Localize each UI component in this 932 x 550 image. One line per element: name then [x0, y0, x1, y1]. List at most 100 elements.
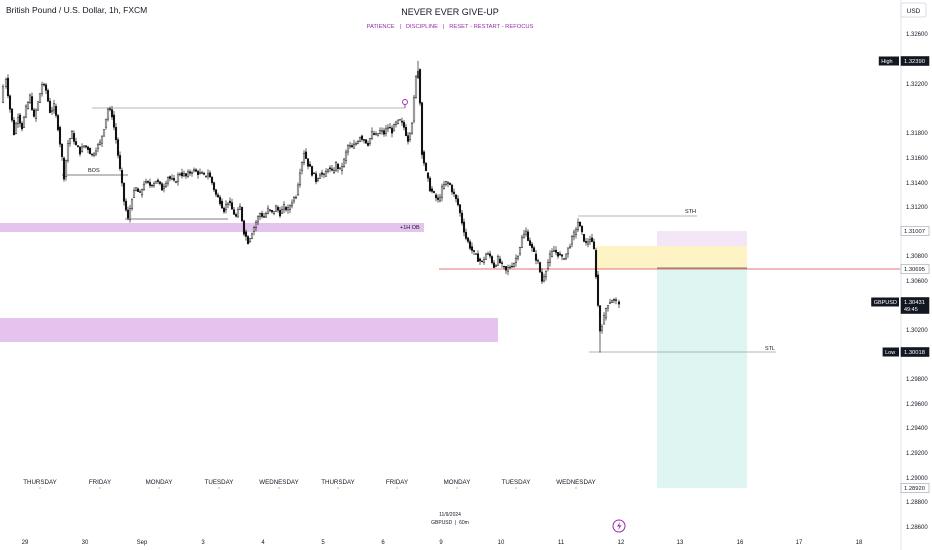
candle [386, 124, 390, 133]
candle [22, 115, 26, 128]
candle [554, 246, 558, 256]
candle [194, 168, 198, 172]
candle [134, 187, 138, 192]
candle [532, 245, 536, 253]
candle [358, 136, 362, 143]
candle [118, 151, 122, 172]
candle [442, 180, 446, 190]
candle [314, 171, 318, 185]
candle [92, 152, 96, 158]
candle [120, 167, 124, 187]
candle [198, 168, 202, 175]
candle [594, 247, 598, 280]
candle [286, 204, 290, 214]
candle [230, 198, 234, 210]
candle [6, 74, 10, 99]
x-date-label: 12 [618, 540, 625, 546]
candle [354, 141, 358, 146]
candle [36, 101, 40, 111]
candle [204, 175, 208, 178]
currency-label[interactable]: USD [907, 8, 921, 15]
candle [578, 221, 582, 227]
candle [178, 172, 182, 177]
candle [34, 108, 38, 122]
candle [440, 183, 444, 202]
candle [384, 125, 388, 137]
candle [330, 165, 334, 172]
candle [536, 258, 540, 265]
candle [206, 169, 210, 180]
candle [122, 182, 126, 206]
candle [110, 105, 114, 120]
candle [82, 145, 86, 149]
candle [404, 124, 408, 137]
price-tag: 1.30018 Low [882, 347, 930, 357]
candle [552, 245, 556, 252]
candle [494, 264, 498, 268]
candle [322, 172, 326, 179]
candle [80, 143, 84, 153]
candle [382, 127, 386, 137]
candle [524, 227, 528, 237]
candle [150, 184, 154, 188]
y-tick-label: 1.31800 [906, 131, 928, 137]
sth-label: STH [685, 209, 696, 215]
ob-label: +1H OB [400, 225, 420, 231]
candle [196, 169, 200, 179]
candle [336, 162, 340, 173]
candle [576, 218, 580, 232]
candle [158, 181, 162, 186]
candle [572, 229, 576, 241]
weekday-label: THURSDAY [321, 479, 355, 486]
candle [296, 182, 300, 196]
candle [560, 253, 564, 261]
zones-layer [0, 223, 747, 488]
candle [350, 143, 354, 148]
candle [114, 123, 118, 144]
candle [10, 108, 14, 123]
weekday-label: WEDNESDAY [259, 479, 298, 486]
candle [52, 99, 56, 114]
price-tag-label: High [881, 59, 892, 65]
candle [246, 235, 250, 245]
candle [248, 238, 252, 244]
candle [264, 211, 268, 218]
candle [452, 188, 456, 197]
candle [154, 180, 158, 184]
candle [444, 180, 448, 187]
x-date-label: 3 [201, 540, 205, 546]
candle [360, 134, 364, 142]
candle [596, 271, 600, 308]
candle [108, 106, 112, 112]
y-tick-label: 1.30200 [906, 328, 928, 334]
candle [244, 229, 248, 241]
candle [508, 264, 512, 269]
candle [172, 175, 176, 182]
y-tick-label: 1.28800 [906, 500, 928, 506]
candle [232, 207, 236, 215]
candle [236, 207, 240, 218]
currency-box[interactable] [900, 2, 927, 18]
candle [470, 242, 474, 254]
stl-label: STL [765, 346, 775, 352]
candle [392, 123, 396, 132]
candle [208, 170, 212, 178]
candle [190, 170, 194, 177]
candle [454, 194, 458, 203]
candle [254, 220, 258, 232]
candle [426, 172, 430, 182]
price-tag-value: 1.31007 [904, 229, 925, 235]
candle [438, 194, 442, 203]
candle [608, 298, 612, 304]
lightning-icon[interactable] [612, 519, 626, 533]
candle [346, 144, 350, 156]
candle [180, 168, 184, 179]
candle [588, 235, 592, 245]
candle [574, 226, 578, 239]
candle [340, 162, 344, 175]
candle [364, 139, 368, 144]
chart-title: British Pound / U.S. Dollar, 1h, FXCM [6, 5, 147, 15]
candle [368, 137, 372, 146]
